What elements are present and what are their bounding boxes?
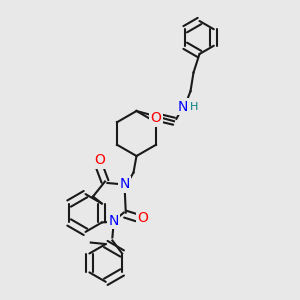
Text: O: O: [94, 154, 105, 167]
Text: N: N: [109, 214, 119, 228]
Text: H: H: [190, 102, 199, 112]
Text: N: N: [178, 100, 188, 114]
Text: O: O: [151, 111, 161, 125]
Text: O: O: [138, 211, 148, 225]
Text: N: N: [119, 178, 130, 191]
